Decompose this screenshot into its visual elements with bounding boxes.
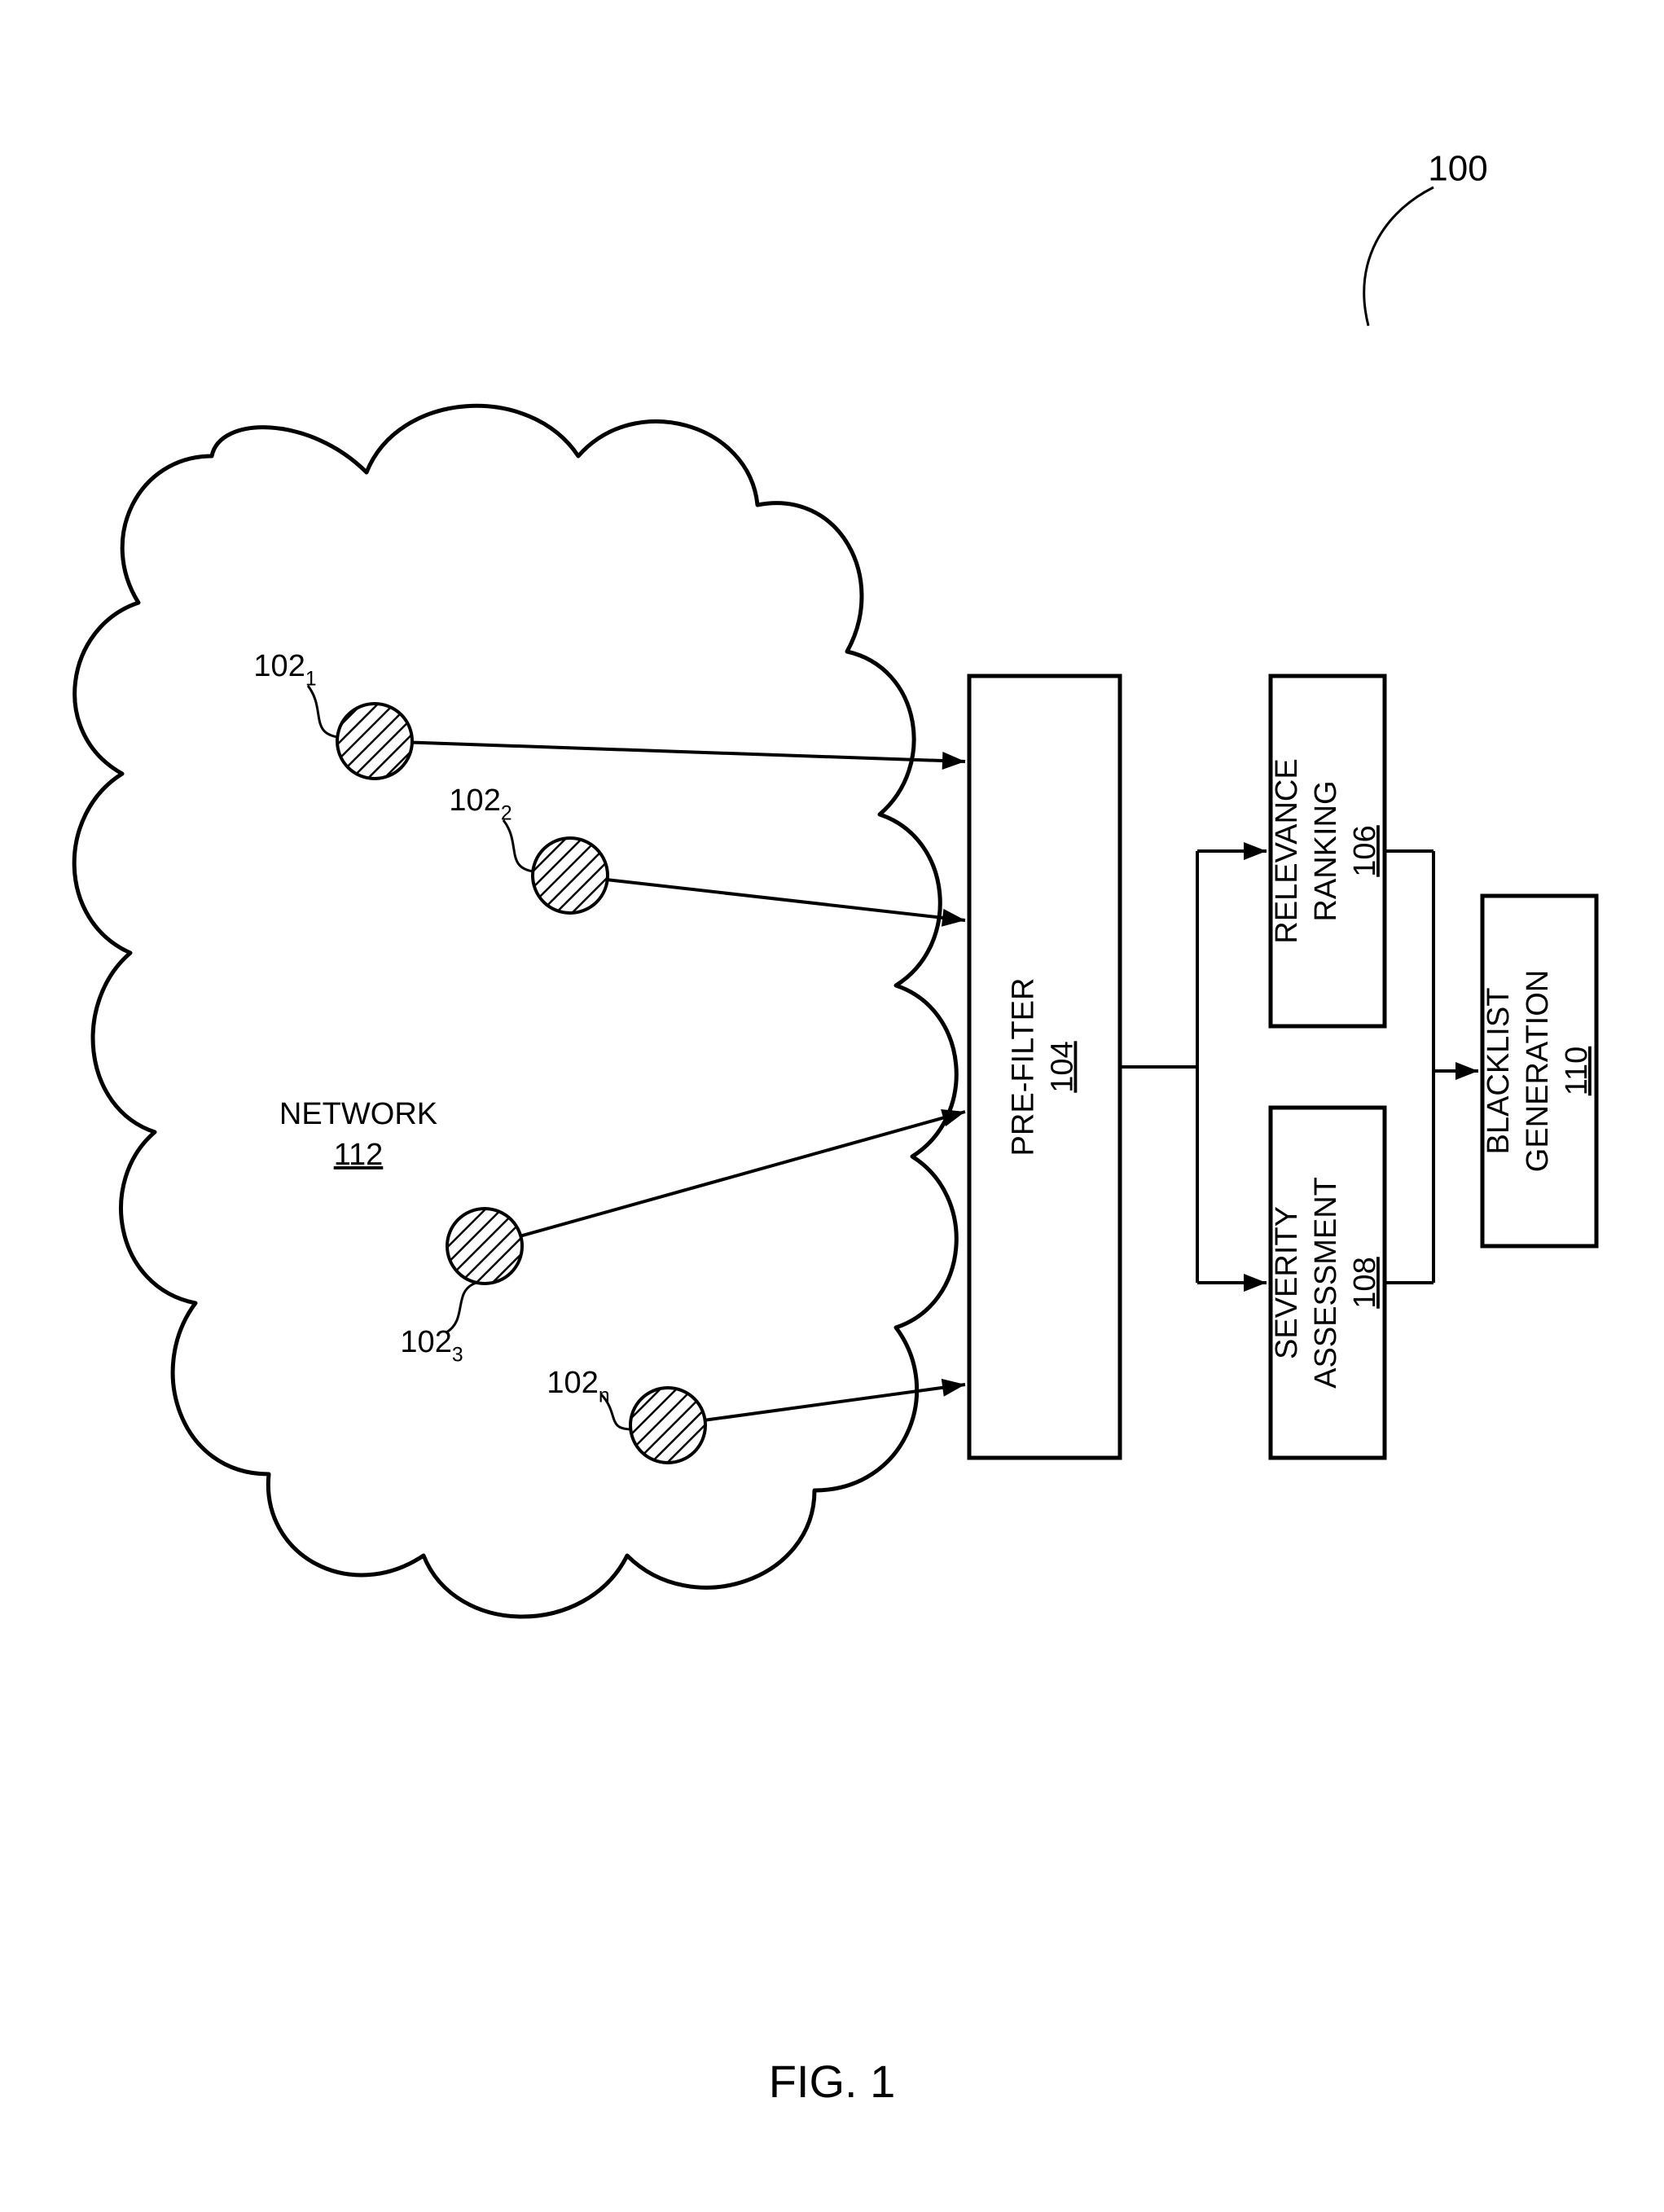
prefilter-box: PRE-FILTER104 xyxy=(969,676,1120,1458)
relevance-ref: 106 xyxy=(1348,825,1382,876)
severity-label: ASSESSMENT xyxy=(1309,1177,1343,1389)
diagram-canvas: NETWORK112102110221023102nPRE-FILTER104R… xyxy=(0,0,1664,2212)
ref-100-swoosh xyxy=(1364,187,1433,326)
severity-box: SEVERITYASSESSMENT108 xyxy=(1270,1108,1385,1458)
relevance-label: RANKING xyxy=(1309,780,1343,921)
figure-label: FIG. 1 xyxy=(769,2056,896,2107)
prefilter-label: PRE-FILTER xyxy=(1007,978,1041,1156)
blacklist-label: BLACKLIST xyxy=(1482,988,1516,1155)
arrow-to-blacklist xyxy=(1433,1062,1478,1080)
relevance-label: RELEVANCE xyxy=(1270,758,1304,943)
arrow-to-severity xyxy=(1197,1274,1267,1292)
severity-ref: 108 xyxy=(1348,1257,1382,1308)
prefilter-ref: 104 xyxy=(1046,1041,1080,1092)
network-label: NETWORK xyxy=(279,1097,437,1131)
severity-label: SEVERITY xyxy=(1270,1206,1304,1359)
network-ref: 112 xyxy=(334,1138,384,1172)
network-cloud xyxy=(74,406,956,1617)
blacklist-box: BLACKLISTGENERATION110 xyxy=(1482,896,1596,1246)
ref-100: 100 xyxy=(1428,149,1487,189)
arrow-to-relevance xyxy=(1197,842,1267,860)
relevance-box: RELEVANCERANKING106 xyxy=(1270,676,1385,1026)
blacklist-ref: 110 xyxy=(1560,1047,1594,1096)
blacklist-label: GENERATION xyxy=(1521,970,1555,1172)
